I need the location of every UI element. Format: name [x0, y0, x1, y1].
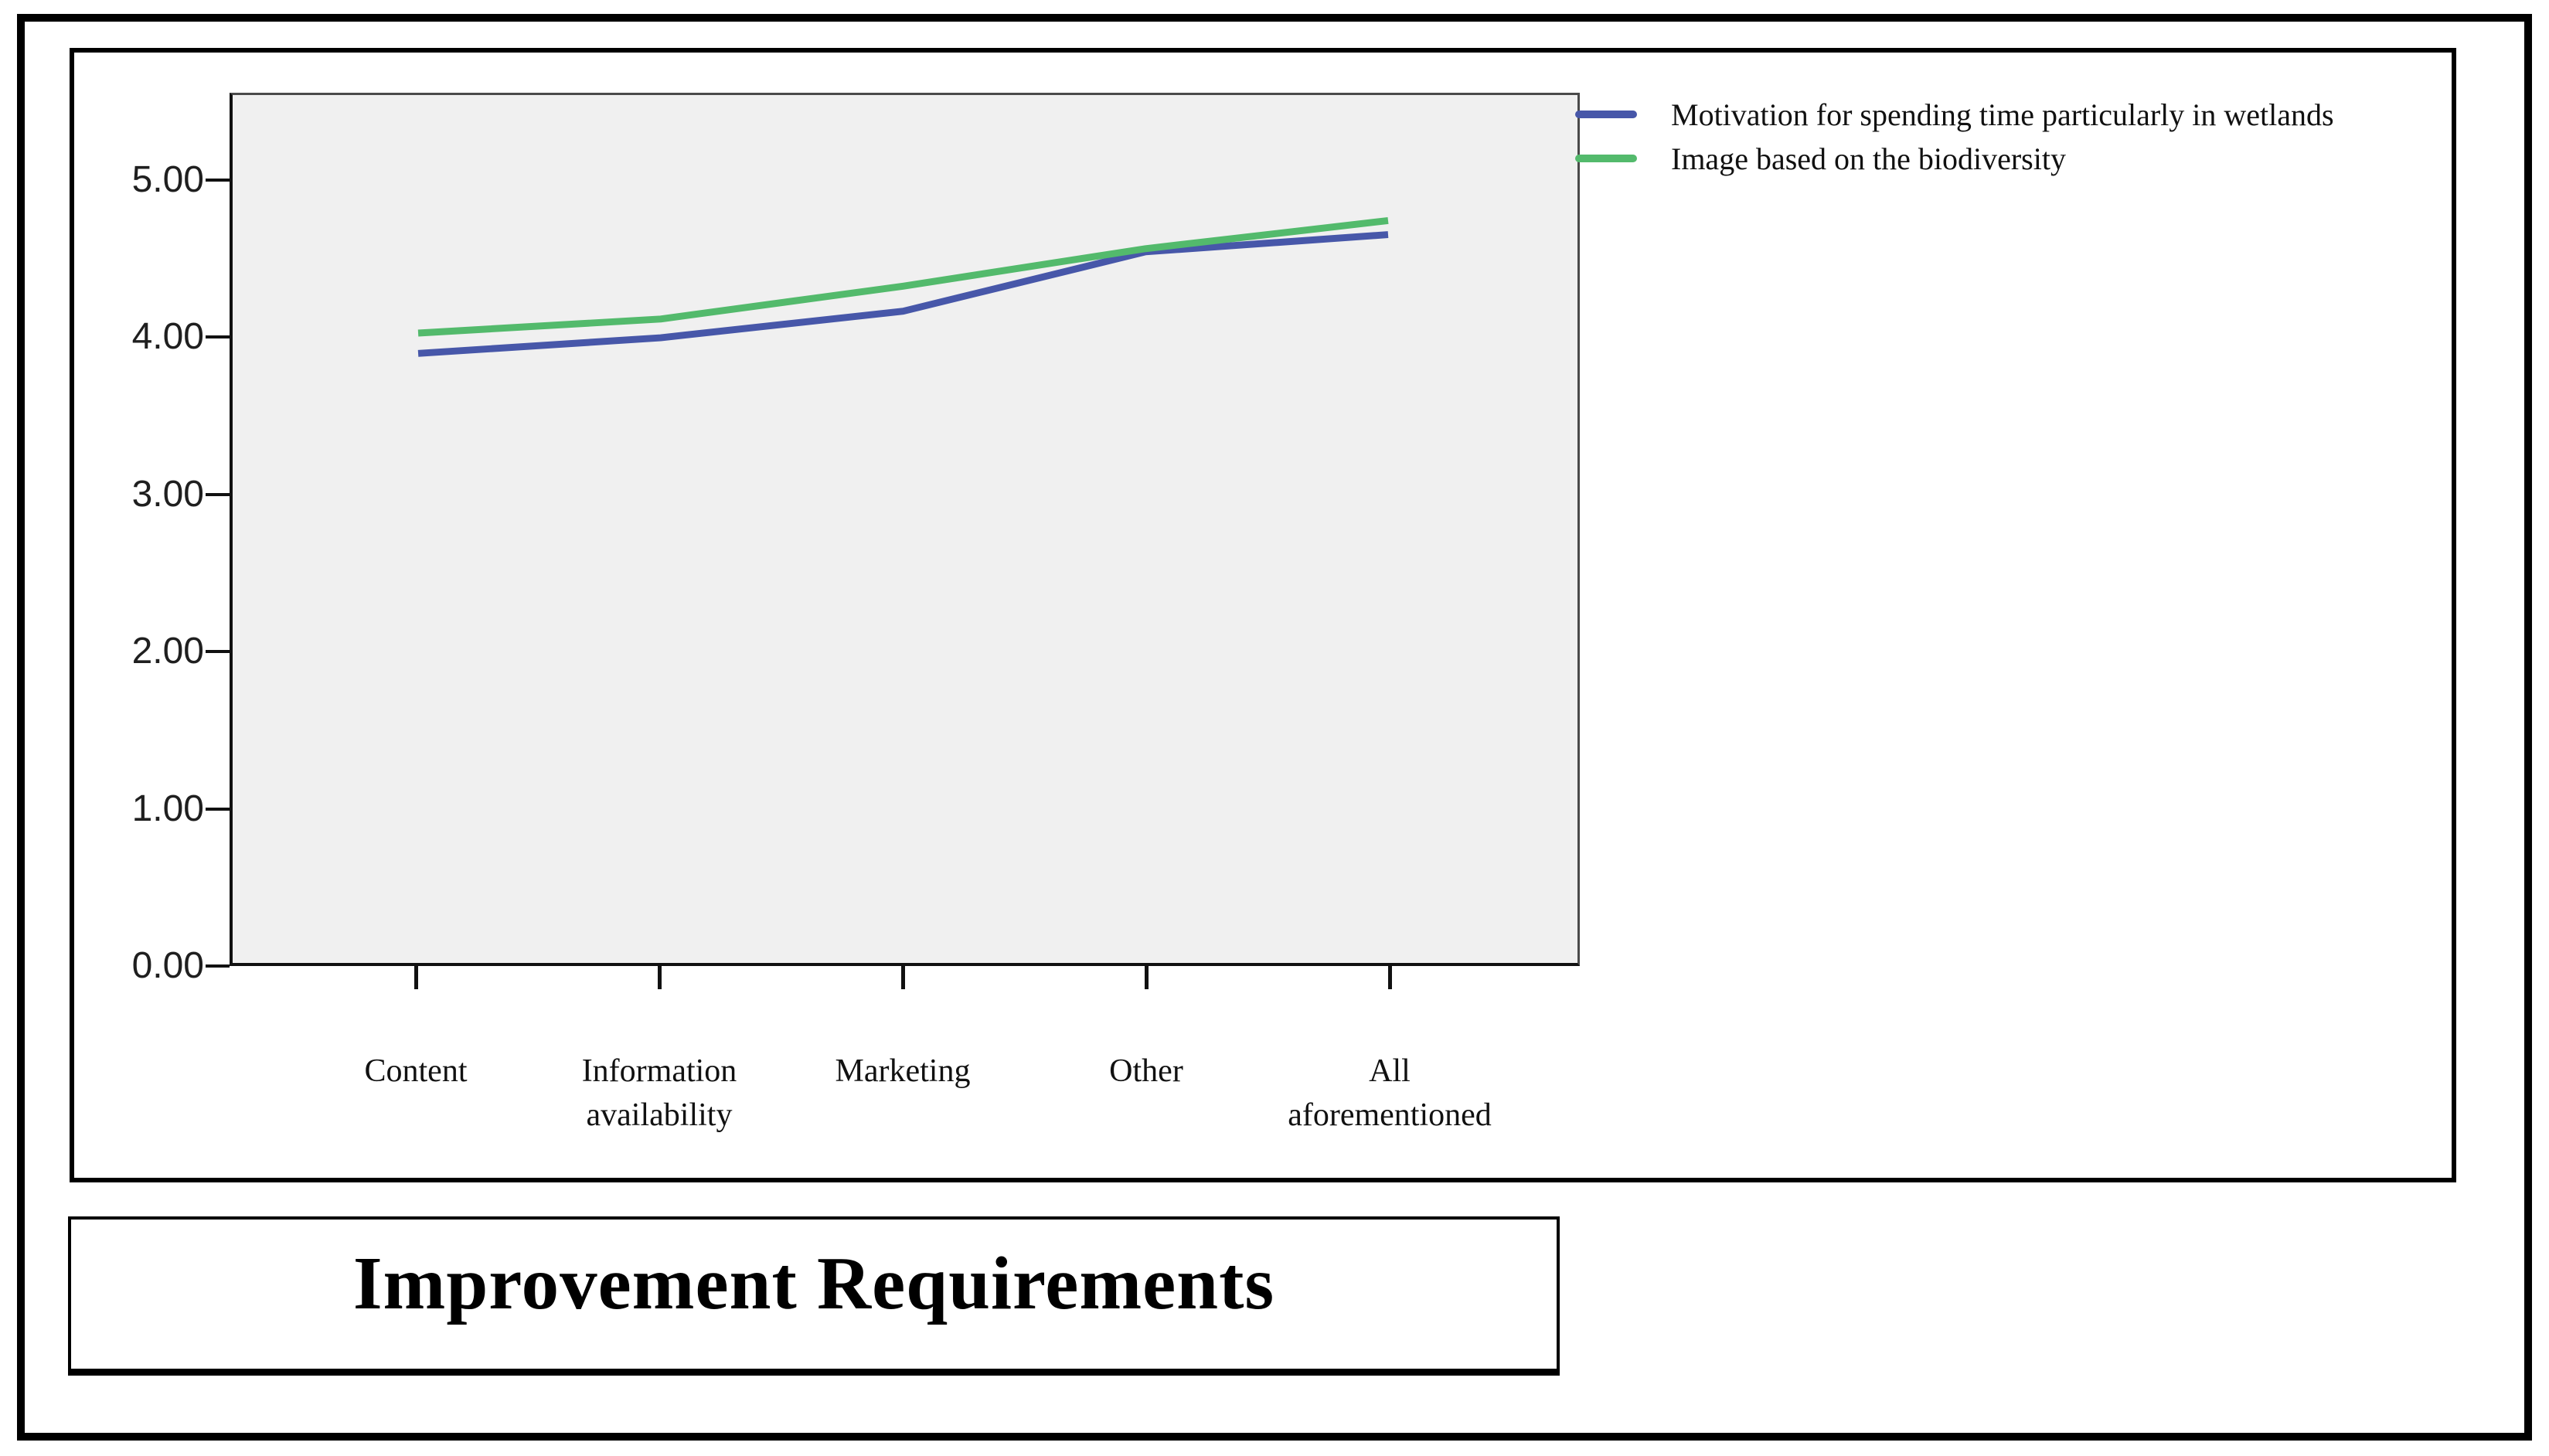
- y-tick-mark: [206, 335, 230, 338]
- x-tick-mark: [1388, 966, 1392, 989]
- y-tick-mark: [206, 964, 230, 968]
- x-tick-label: Marketing: [835, 1053, 971, 1089]
- x-tick-mark: [414, 966, 418, 989]
- line-chart-canvas: [417, 216, 1389, 357]
- y-tick-label: 4.00: [131, 316, 204, 357]
- legend-label: Image based on the biodiversity: [1671, 141, 2066, 176]
- legend-item: Image based on the biodiversity: [1575, 141, 2066, 176]
- legend-label: Motivation for spending time particularl…: [1671, 97, 2334, 132]
- x-tick-label: Information availability: [581, 1053, 737, 1133]
- y-tick-label: 3.00: [131, 473, 204, 515]
- chart-frame: 0.00 1.00 2.00 3.00 4.00 5.00 Content Informat…: [70, 48, 2456, 1182]
- legend-swatch-icon: [1575, 155, 1637, 162]
- y-tick-mark: [206, 178, 230, 182]
- x-tick-label: All aforementioned: [1288, 1053, 1492, 1133]
- y-tick-label: 0.00: [131, 945, 204, 986]
- y-tick-mark: [206, 492, 230, 496]
- plot-area: [230, 93, 1580, 966]
- y-tick-label: 5.00: [131, 158, 204, 200]
- y-tick-mark: [206, 650, 230, 653]
- legend-item: Motivation for spending time particularl…: [1575, 97, 2334, 132]
- y-tick-label: 1.00: [131, 788, 204, 829]
- x-tick-mark: [901, 966, 905, 989]
- series-line-1: [417, 216, 1389, 337]
- x-tick-mark: [658, 966, 662, 989]
- x-tick-label: Content: [364, 1053, 468, 1089]
- x-tick-label: Other: [1109, 1053, 1183, 1089]
- x-tick-mark: [1145, 966, 1149, 989]
- caption-box: Improvement Requirements: [68, 1216, 1560, 1376]
- y-tick-mark: [206, 807, 230, 811]
- series-line-0: [417, 231, 1389, 357]
- y-tick-label: 2.00: [131, 631, 204, 672]
- chart-title: Improvement Requirements: [352, 1242, 1275, 1325]
- page-border: [17, 14, 2532, 1441]
- legend-swatch-icon: [1575, 111, 1637, 118]
